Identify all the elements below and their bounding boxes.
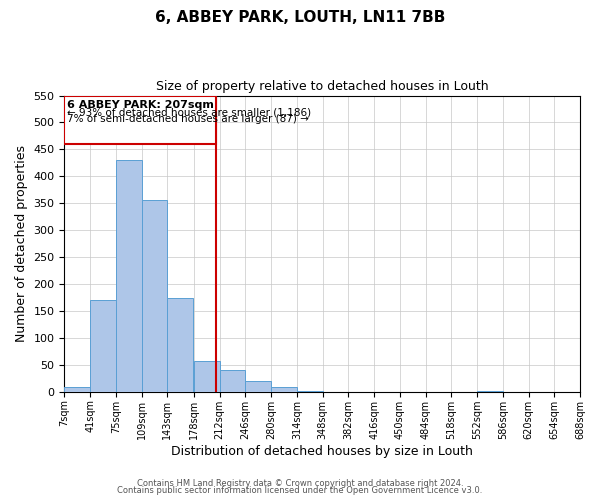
Bar <box>90 300 116 392</box>
Title: Size of property relative to detached houses in Louth: Size of property relative to detached ho… <box>156 80 488 93</box>
Bar <box>64 96 216 144</box>
Text: Contains HM Land Registry data © Crown copyright and database right 2024.: Contains HM Land Registry data © Crown c… <box>137 478 463 488</box>
Text: 6, ABBEY PARK, LOUTH, LN11 7BB: 6, ABBEY PARK, LOUTH, LN11 7BB <box>155 10 445 25</box>
Bar <box>142 200 167 392</box>
Bar <box>167 298 193 392</box>
Bar <box>297 390 323 392</box>
Text: 6 ABBEY PARK: 207sqm: 6 ABBEY PARK: 207sqm <box>67 100 214 110</box>
X-axis label: Distribution of detached houses by size in Louth: Distribution of detached houses by size … <box>171 444 473 458</box>
Y-axis label: Number of detached properties: Number of detached properties <box>15 145 28 342</box>
Bar <box>64 388 90 392</box>
Text: 7% of semi-detached houses are larger (87) →: 7% of semi-detached houses are larger (8… <box>67 114 308 124</box>
Bar <box>220 370 245 392</box>
Bar <box>116 160 142 392</box>
Text: ← 93% of detached houses are smaller (1,186): ← 93% of detached houses are smaller (1,… <box>67 108 311 118</box>
Bar <box>271 388 297 392</box>
Bar <box>245 381 271 392</box>
Text: Contains public sector information licensed under the Open Government Licence v3: Contains public sector information licen… <box>118 486 482 495</box>
Bar <box>194 361 220 392</box>
